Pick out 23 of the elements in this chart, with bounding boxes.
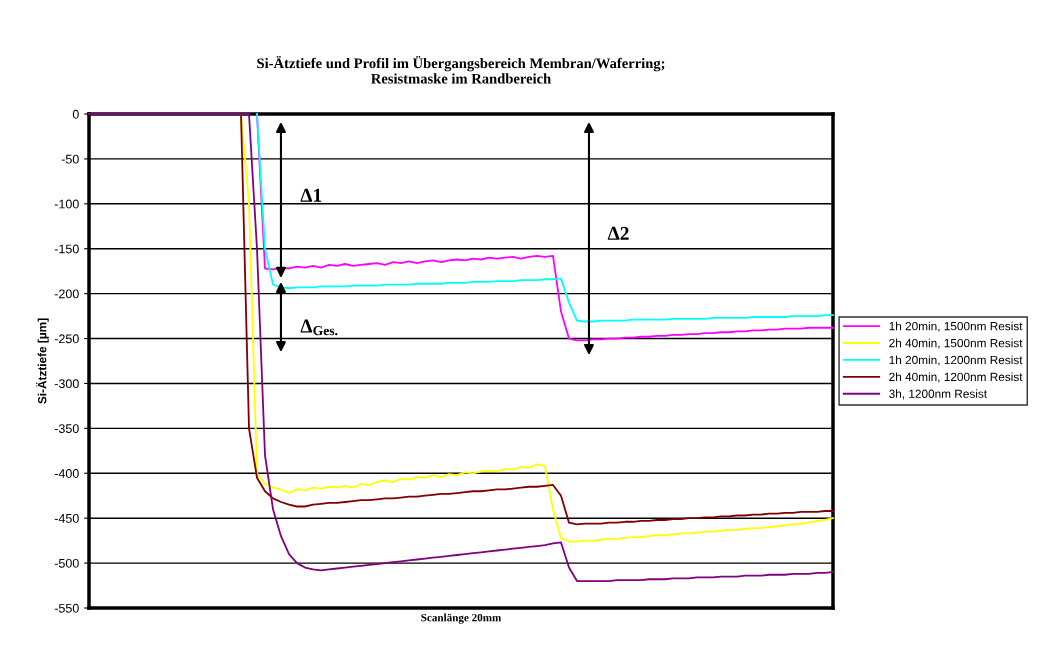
y-tick-label: -250: [54, 334, 79, 344]
y-tick-label: -500: [54, 558, 79, 568]
annotation: Δ$_{Ges.}$: [300, 319, 338, 336]
y-tick-label: -50: [61, 154, 79, 164]
y-tick-label: -100: [54, 199, 79, 209]
legend-label: 2h 40min, 1200nm Resist: [889, 372, 1023, 383]
annotation: Δ2: [607, 226, 629, 240]
legend-label: 3h, 1200nm Resist: [889, 389, 988, 400]
x-axis-title: Scanlänge 20mm: [421, 613, 502, 624]
legend-label: 2h 40min, 1500nm Resist: [889, 338, 1023, 349]
y-tick-label: -450: [54, 513, 79, 523]
y-tick-label: -550: [54, 603, 79, 613]
annotation: Δ1: [300, 188, 322, 202]
y-tick-label: -400: [54, 469, 79, 478]
y-tick-label: 0: [72, 109, 79, 119]
y-tick-label: -150: [54, 244, 79, 254]
y-tick-label: -300: [54, 379, 79, 389]
y-tick-label: -350: [54, 424, 79, 434]
y-axis-title: Si-Ätztiefe [µm]: [36, 318, 49, 404]
legend-label: 1h 20min, 1200nm Resist: [889, 355, 1023, 366]
y-tick-label: -200: [54, 289, 79, 299]
chart-title: Si-Ätztiefe und Profil im Übergangsbereich Membran/Waferring; Resistmaske im Randbereich: [257, 55, 665, 84]
legend-label: 1h 20min, 1500nm Resist: [889, 321, 1023, 332]
